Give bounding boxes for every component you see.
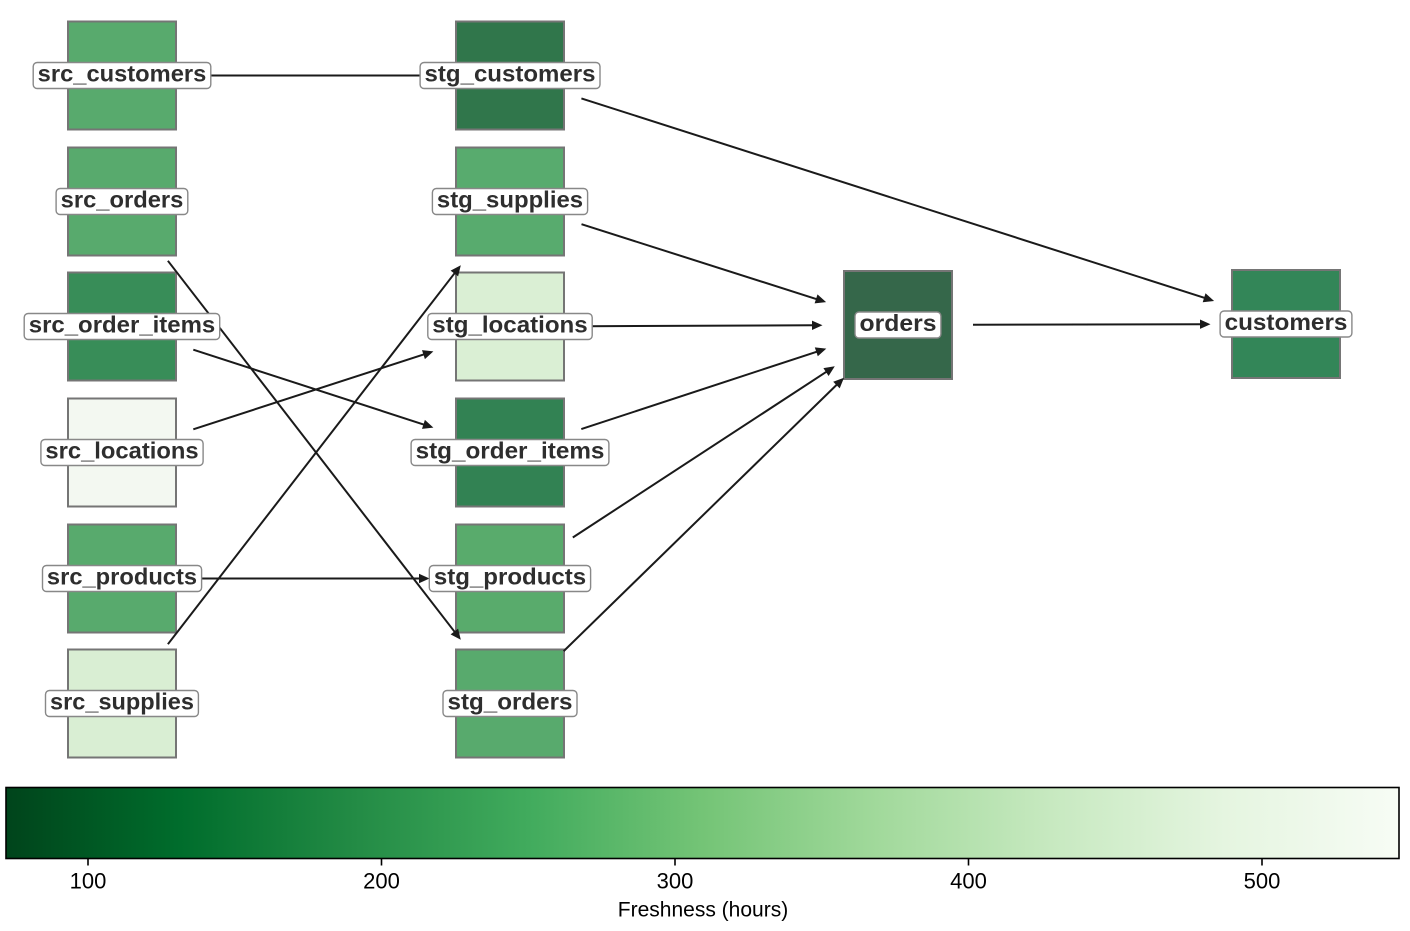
svg-text:stg_locations: stg_locations	[432, 312, 587, 338]
svg-text:src_locations: src_locations	[45, 438, 198, 464]
svg-text:200: 200	[363, 869, 400, 894]
svg-text:orders: orders	[860, 310, 937, 336]
svg-text:100: 100	[70, 869, 107, 894]
svg-text:stg_customers: stg_customers	[425, 61, 596, 87]
svg-text:Freshness (hours): Freshness (hours)	[618, 899, 788, 922]
svg-text:src_orders: src_orders	[61, 187, 184, 213]
svg-text:stg_orders: stg_orders	[448, 689, 573, 715]
svg-text:src_customers: src_customers	[38, 61, 207, 87]
svg-text:src_order_items: src_order_items	[29, 312, 216, 338]
svg-text:src_products: src_products	[47, 564, 197, 590]
svg-text:customers: customers	[1225, 309, 1348, 335]
svg-text:500: 500	[1244, 869, 1281, 894]
svg-text:400: 400	[950, 869, 987, 894]
svg-text:stg_supplies: stg_supplies	[437, 187, 583, 213]
svg-text:stg_order_items: stg_order_items	[416, 438, 605, 464]
svg-text:300: 300	[657, 869, 694, 894]
svg-text:src_supplies: src_supplies	[50, 689, 194, 715]
svg-text:stg_products: stg_products	[434, 564, 586, 590]
